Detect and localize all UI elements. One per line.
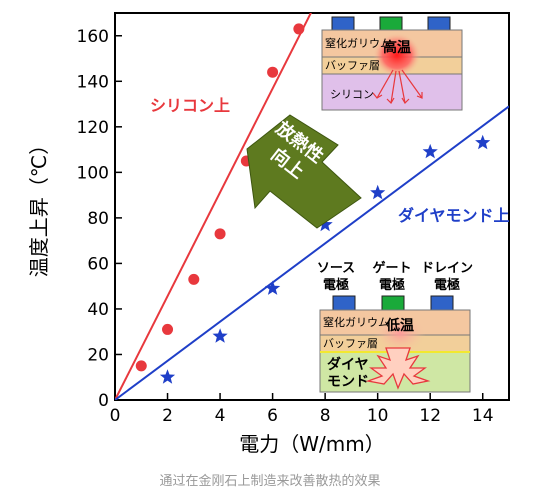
gate-electrode-label-1: ゲート: [372, 260, 411, 276]
y-tick-label-0: 0: [98, 391, 109, 411]
arrow-shape: [246, 114, 362, 229]
diamond-point-5: [422, 143, 438, 159]
diamond-point-4: [370, 184, 386, 200]
gate-electrode-label-2: 電極: [379, 277, 405, 293]
bottom-substrate-label-2: モンド: [327, 374, 369, 390]
x-tick-label-3: 6: [267, 406, 278, 426]
diamond-point-1: [212, 328, 228, 343]
x-tick-label-1: 2: [162, 406, 173, 426]
data-points: [135, 23, 491, 384]
y-tick-label-3: 60: [87, 254, 109, 274]
diamond-point-2: [265, 280, 281, 295]
top-buffer-label: バッファ層: [325, 59, 380, 72]
diamond-point-0: [159, 369, 176, 384]
x-axis-label: 電力（W/mm）: [239, 432, 384, 456]
top-heat-arrows: [372, 69, 423, 104]
top-electrode-drain: [427, 16, 451, 31]
diamond-point-3: [317, 216, 333, 232]
silicon-point-0: [135, 360, 147, 372]
drain-electrode-label-2: 電極: [434, 277, 460, 293]
source-electrode-label-1: ソース: [317, 261, 355, 276]
bottom-electrode-gate: [381, 295, 405, 311]
figure-caption: 通过在金刚石上制造来改善散热的效果: [159, 474, 381, 489]
top-gan-label: 窒化ガリウム: [325, 36, 391, 50]
bottom-hotspot-label: 低温: [385, 317, 414, 334]
bottom-substrate-label-1: ダイヤ: [327, 356, 369, 373]
silicon-fit-line: [115, 13, 312, 400]
top-hotspot-label: 高温: [383, 39, 411, 56]
diamond-series-label: ダイヤモンド上: [398, 206, 510, 225]
improvement-arrow: 放熱性 向上: [246, 114, 362, 229]
bottom-gan-label: 窒化ガリウム: [323, 315, 389, 329]
x-tick-label-4: 8: [320, 406, 331, 426]
y-tick-label-6: 120: [77, 118, 109, 138]
y-tick-label-4: 80: [87, 209, 109, 229]
top-substrate-label: シリコン: [330, 88, 374, 101]
x-tick-label-7: 14: [472, 406, 494, 426]
y-tick-label-1: 20: [87, 345, 109, 365]
y-axis-label: 温度上昇（℃）: [27, 135, 51, 277]
top-silicon-substrate: [321, 73, 463, 111]
bottom-buffer-label: バッファ層: [323, 337, 378, 350]
diamond-device-diagram: ソース 電極 ゲート 電極 ドレイン 電極 窒化ガリウム バッファ層 低温 ダイ…: [317, 260, 473, 393]
bottom-electrode-source: [332, 295, 356, 311]
x-tick-label-2: 4: [215, 406, 226, 426]
diamond-point-6: [475, 134, 491, 150]
x-tick-label-0: 0: [110, 406, 121, 426]
plot-frame: [114, 12, 510, 401]
silicon-point-2: [188, 273, 200, 285]
diamond-fit-line: [115, 105, 509, 400]
y-tick-label-5: 100: [77, 163, 109, 183]
silicon-device-diagram: 窒化ガリウム バッファ層 高温 シリコン: [321, 16, 463, 111]
bottom-electrode-drain: [430, 295, 454, 311]
silicon-point-1: [162, 323, 174, 335]
source-electrode-label-2: 電極: [323, 277, 349, 293]
top-electrode-gate: [379, 16, 403, 31]
top-hotspot-glow: [373, 33, 421, 77]
bottom-heat-burst: [365, 347, 431, 390]
x-tick-label-5: 10: [367, 406, 389, 426]
y-tick-label-2: 40: [87, 300, 109, 320]
y-tick-label-7: 140: [77, 72, 109, 92]
top-electrode-source: [331, 16, 355, 31]
silicon-point-6: [293, 23, 305, 35]
silicon-series-label: シリコン上: [150, 96, 230, 115]
axis-ticks: [114, 35, 484, 401]
y-tick-label-8: 160: [77, 27, 109, 47]
bottom-hotspot-glow: [374, 313, 426, 353]
drain-electrode-label-1: ドレイン: [421, 261, 473, 276]
silicon-point-5: [267, 66, 279, 78]
x-tick-label-6: 12: [419, 406, 441, 426]
silicon-point-3: [214, 228, 226, 240]
